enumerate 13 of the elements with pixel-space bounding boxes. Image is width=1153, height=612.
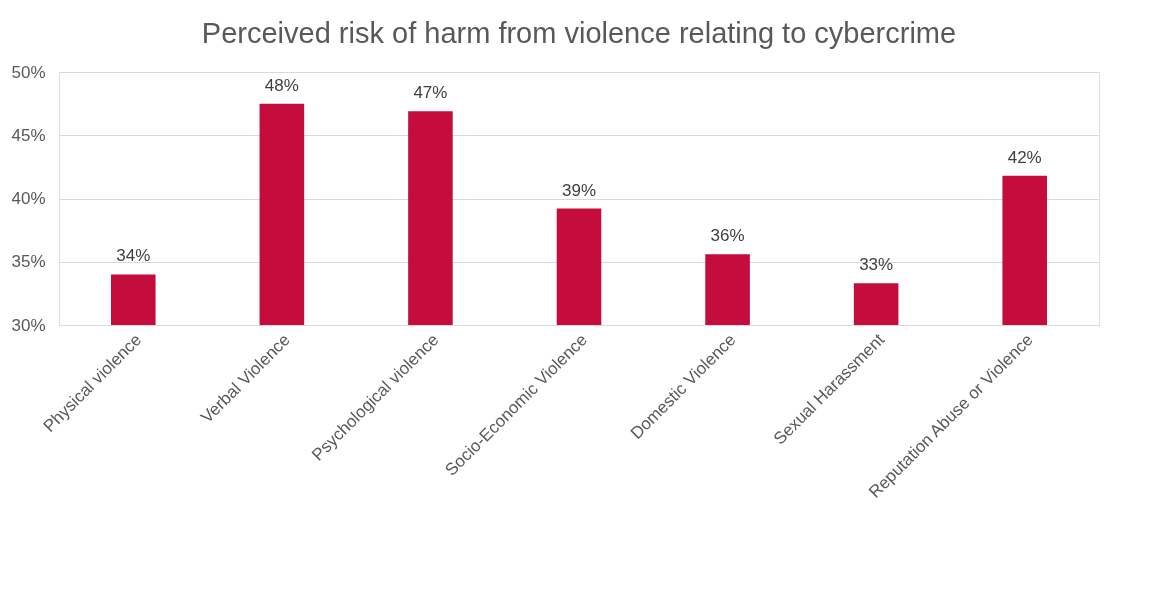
data-label: 34% xyxy=(116,246,151,266)
data-label: 47% xyxy=(413,83,448,103)
data-label: 39% xyxy=(561,180,597,200)
data-label: 36% xyxy=(710,226,745,246)
y-tick-label: 45% xyxy=(11,125,46,145)
y-tick-label: 30% xyxy=(11,315,46,335)
y-tick-label: 40% xyxy=(11,189,46,208)
data-label: 42% xyxy=(1007,147,1042,167)
data-label: 33% xyxy=(859,255,894,275)
y-tick-label: 50% xyxy=(11,62,46,82)
y-tick-label: 35% xyxy=(11,252,46,272)
data-label: 48% xyxy=(264,75,299,95)
chart-title: Perceived risk of harm from violence relating to cybercrime xyxy=(201,17,957,49)
